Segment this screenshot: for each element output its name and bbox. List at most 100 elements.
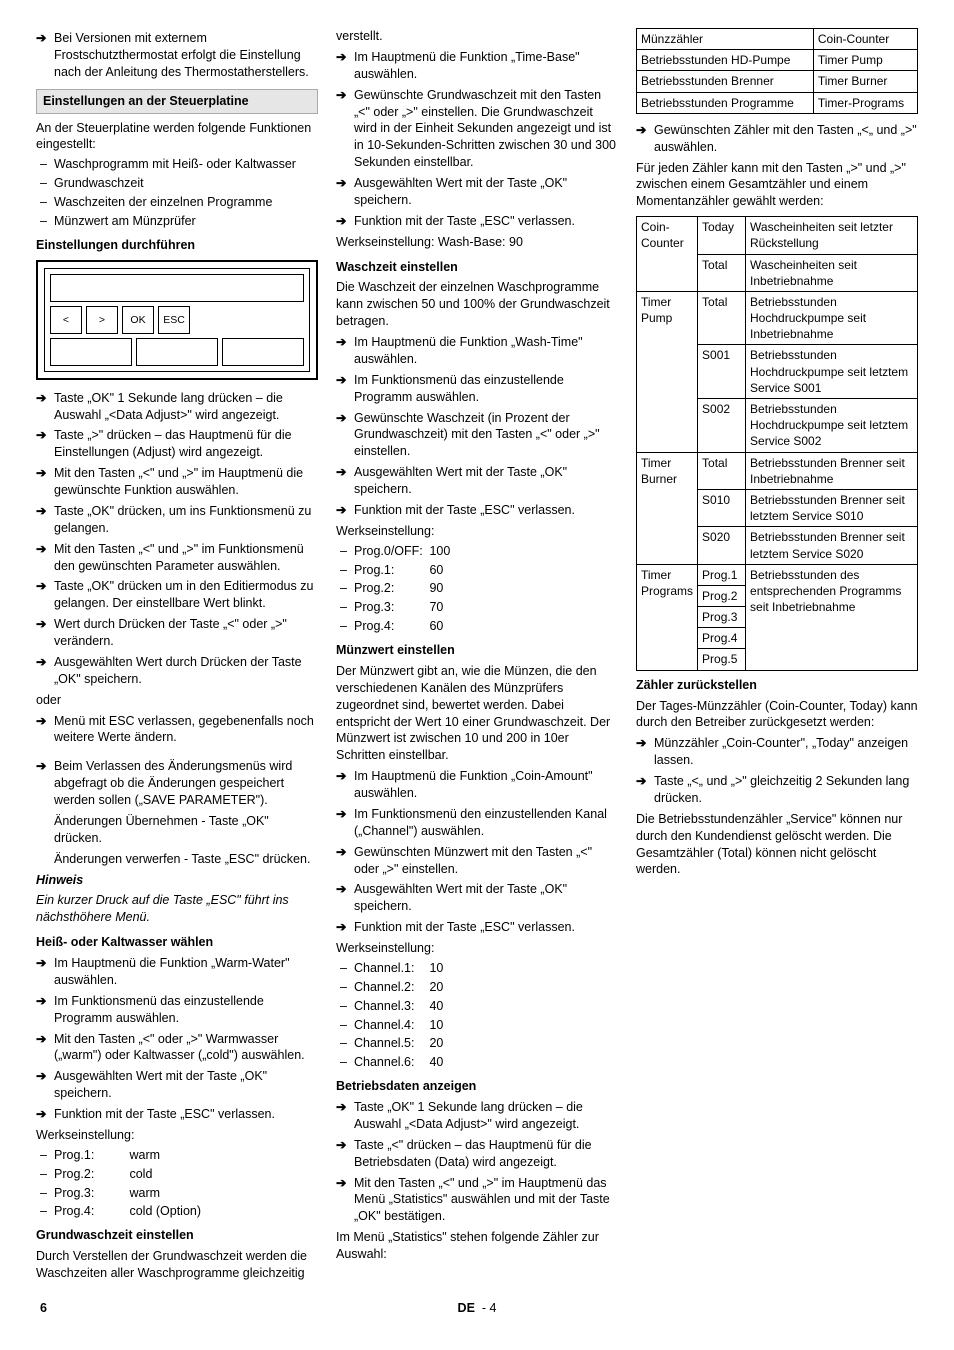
paragraph: Für jeden Zähler kann mit den Tasten „>"… [636,158,918,213]
text: oder [36,690,318,711]
list-item: ➔Gewünschten Zähler mit den Tasten „<„ u… [636,120,918,158]
list-item: ➔Ausgewählten Wert mit der Taste „OK" sp… [336,879,618,917]
list-item: ➔Im Funktionsmenü das einzustellende Pro… [336,370,618,408]
list-item: –Prog.1: 60 [336,561,618,580]
language-code: DE [458,1301,475,1315]
slot-icon [136,338,218,366]
table-cell: Betriebsstunden des entsprechenden Progr… [746,564,918,670]
statistics-table: MünzzählerCoin-CounterBetriebsstunden HD… [636,28,918,114]
section-heading: Einstellungen an der Steuerplatine [36,89,318,114]
list-item: ➔Gewünschten Münzwert mit den Tasten „<"… [336,842,618,880]
subheading: Waschzeit einstellen [336,259,618,276]
list-item: –Prog.2: 90 [336,579,618,598]
paragraph: An der Steuerplatine werden folgende Fun… [36,118,318,156]
table-cell: Total [698,291,746,345]
list-item: –Channel.5: 20 [336,1034,618,1053]
table-cell: Betriebsstunden Brenner [637,71,814,92]
note-body: Ein kurzer Druck auf die Taste „ESC" füh… [36,890,318,928]
list-item: ➔Taste „OK" 1 Sekunde lang drücken – die… [336,1097,618,1135]
table-cell: Betriebsstunden Hochdruckpumpe seit Inbe… [746,291,918,345]
table-cell: Prog.2 [698,585,746,606]
table-cell: Coin-Counter [637,217,698,292]
table-cell: Total [698,254,746,291]
list-item: ➔Taste „OK" drücken, um ins Funktionsmen… [36,501,318,539]
counter-table: Coin-CounterTodayWascheinheiten seit let… [636,216,918,671]
table-cell: Münzzähler [637,29,814,50]
list-item: ➔Mit den Tasten „<" und „>" im Funktions… [36,539,318,577]
subheading: Münzwert einstellen [336,642,618,659]
paragraph: Die Waschzeit der einzelnen Waschprogram… [336,277,618,332]
list-item: ➔Gewünschte Grundwaschzeit mit den Taste… [336,85,618,173]
table-cell: S010 [698,489,746,526]
paragraph: Der Münzwert gibt an, wie die Münzen, di… [336,661,618,766]
table-cell: S001 [698,345,746,399]
list-item: ➔Im Funktionsmenü den einzustellenden Ka… [336,804,618,842]
button-ok: OK [122,306,154,334]
list-item: ➔Taste „<" drücken – das Hauptmenü für d… [336,1135,618,1173]
list-item: –Prog.0/OFF: 100 [336,542,618,561]
table-cell: Wascheinheiten seit Inbetriebnahme [746,254,918,291]
subheading: Grundwaschzeit einstellen [36,1227,318,1244]
table-cell: Betriebsstunden HD-Pumpe [637,50,814,71]
button-left: < [50,306,82,334]
table-cell: Timer Burner [813,71,917,92]
paragraph: Im Menü „Statistics" stehen folgende Zäh… [336,1227,618,1265]
list-item: –Channel.2: 20 [336,978,618,997]
slot-icon [50,338,132,366]
button-right: > [86,306,118,334]
list-item: ➔Ausgewählten Wert durch Drücken der Tas… [36,652,318,690]
paragraph: Die Betriebsstundenzähler „Service" könn… [636,809,918,881]
list-item: ➔Im Hauptmenü die Funktion „Warm-Water" … [36,953,318,991]
button-esc: ESC [158,306,190,334]
list-item: ➔Ausgewählten Wert mit der Taste „OK" sp… [36,1066,318,1104]
control-panel-diagram: < > OK ESC [36,260,318,380]
table-cell: Betriebsstunden Hochdruckpumpe seit letz… [746,399,918,453]
table-cell: Betriebsstunden Brenner seit letztem Ser… [746,489,918,526]
list-item: ➔Menü mit ESC verlassen, gegebenenfalls … [36,711,318,749]
list-item: –Prog.4: 60 [336,617,618,636]
list-item: –Münzwert am Münzprüfer [36,212,318,231]
list-item: ➔Ausgewählten Wert mit der Taste „OK" sp… [336,462,618,500]
list-item: ➔Funktion mit der Taste „ESC" verlassen. [336,211,618,232]
table-cell: Betriebsstunden Hochdruckpumpe seit letz… [746,345,918,399]
list-item: ➔Münzzähler „Coin-Counter", „Today" anze… [636,733,918,771]
page-number-left: 6 [40,1300,47,1317]
table-cell: Total [698,452,746,489]
list-item: ➔Im Funktionsmenü das einzustellende Pro… [36,991,318,1029]
table-cell: Betriebsstunden Brenner seit Inbetriebna… [746,452,918,489]
text: Werkseinstellung: Wash-Base: 90 [336,232,618,253]
text: Werkseinstellung: [336,938,618,959]
table-cell: Wascheinheiten seit letzter Rückstellung [746,217,918,254]
text: Änderungen Übernehmen - Taste „OK" drück… [36,811,318,849]
subheading: Betriebsdaten anzeigen [336,1078,618,1095]
list-item: ➔Funktion mit der Taste „ESC" verlassen. [336,917,618,938]
list-item: ➔Gewünschte Waschzeit (in Prozent der Gr… [336,408,618,463]
list-item: ➔Ausgewählten Wert mit der Taste „OK" sp… [336,173,618,211]
table-cell: Prog.1 [698,564,746,585]
list-item: ➔Bei Versionen mit externem Frostschutzt… [36,28,318,83]
subheading: Zähler zurückstellen [636,677,918,694]
table-cell: Coin-Counter [813,29,917,50]
page-footer: 6 DE - 4 [36,1300,918,1317]
list-item: –Waschprogramm mit Heiß- oder Kaltwasser [36,155,318,174]
list-item: –Prog.4: cold (Option) [36,1202,318,1221]
list-item: ➔Taste „<„ und „>" gleichzeitig 2 Sekund… [636,771,918,809]
table-cell: Timer Programs [637,564,698,670]
table-cell: Prog.3 [698,607,746,628]
table-cell: Timer Pump [637,291,698,452]
table-cell: S020 [698,527,746,564]
list-item: –Prog.1: warm [36,1146,318,1165]
list-item: –Waschzeiten der einzelnen Programme [36,193,318,212]
list-item: –Channel.3: 40 [336,997,618,1016]
list-item: ➔Taste „OK" drücken um in den Editiermod… [36,576,318,614]
list-item: ➔Funktion mit der Taste „ESC" verlassen. [36,1104,318,1125]
list-item: –Prog.2: cold [36,1165,318,1184]
table-cell: Prog.5 [698,649,746,670]
table-cell: Timer Burner [637,452,698,564]
list-item: –Channel.1: 10 [336,959,618,978]
list-item: –Prog.3: 70 [336,598,618,617]
list-item: ➔Mit den Tasten „<" oder „>" Warmwasser … [36,1029,318,1067]
table-cell: Today [698,217,746,254]
subheading: Einstellungen durchführen [36,237,318,254]
table-cell: Timer-Programs [813,92,917,113]
